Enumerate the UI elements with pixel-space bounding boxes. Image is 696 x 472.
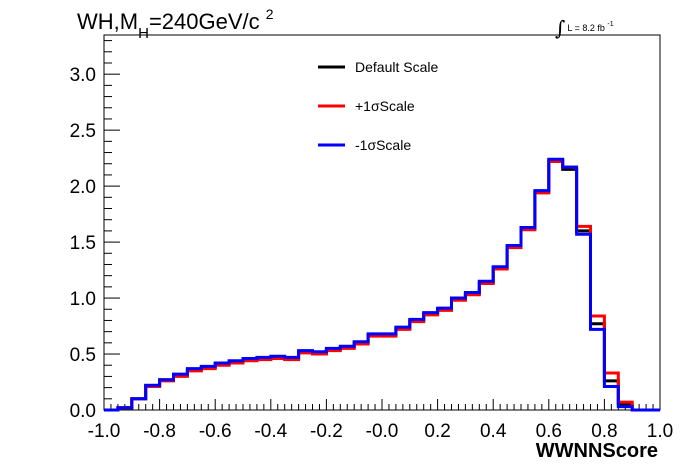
y-tick-label: 1.5 [70, 233, 96, 254]
title-prefix: WH,M [77, 9, 139, 34]
y-tick-label: 0.5 [70, 345, 96, 366]
y-tick-label: 2.0 [70, 177, 96, 198]
legend: Default Scale +1σScale -1σScale [318, 59, 438, 153]
integral-symbol: ∫ [555, 16, 566, 40]
axis-ticks: -1.0 -0.8 -0.6 -0.4 -0.2 -0.0 0.2 0.4 0.6 0.8 1.0 0… [70, 40, 673, 442]
x-tick-label: -0.6 [199, 421, 232, 442]
x-tick-label: -1.0 [88, 421, 121, 442]
y-tick-label: 2.5 [70, 121, 96, 142]
x-axis-label: WWNNScore [535, 440, 658, 462]
luminosity-superscript: -1 [607, 21, 614, 28]
y-tick-label: 3.0 [70, 65, 96, 86]
x-tick-label: 0.8 [591, 421, 617, 442]
chart-title: WH,MH=240GeV/c 2 [77, 6, 274, 42]
x-tick-label: 1.0 [647, 421, 673, 442]
x-tick-label: -0.8 [143, 421, 176, 442]
x-tick-label: 0.6 [536, 421, 562, 442]
series-layer [104, 157, 660, 412]
title-superscript: 2 [265, 6, 274, 22]
title-subscript: H [138, 25, 149, 42]
x-tick-label: -0.0 [366, 421, 399, 442]
luminosity-text: L = 8.2 fb [567, 23, 605, 33]
y-tick-label: 0.0 [70, 401, 96, 422]
legend-label-1: Default Scale [355, 59, 438, 75]
title-main: =240GeV/c [148, 9, 260, 34]
luminosity-label: ∫ L = 8.2 fb -1 [555, 12, 614, 40]
x-tick-label: 0.2 [424, 421, 450, 442]
legend-label-2: +1σScale [355, 98, 415, 114]
series-line-3 [104, 157, 660, 412]
legend-label-3: -1σScale [355, 137, 411, 153]
y-tick-label: 1.0 [70, 289, 96, 310]
x-tick-label: 0.4 [480, 421, 507, 442]
x-tick-label: -0.4 [254, 421, 287, 442]
x-tick-label: -0.2 [310, 421, 343, 442]
